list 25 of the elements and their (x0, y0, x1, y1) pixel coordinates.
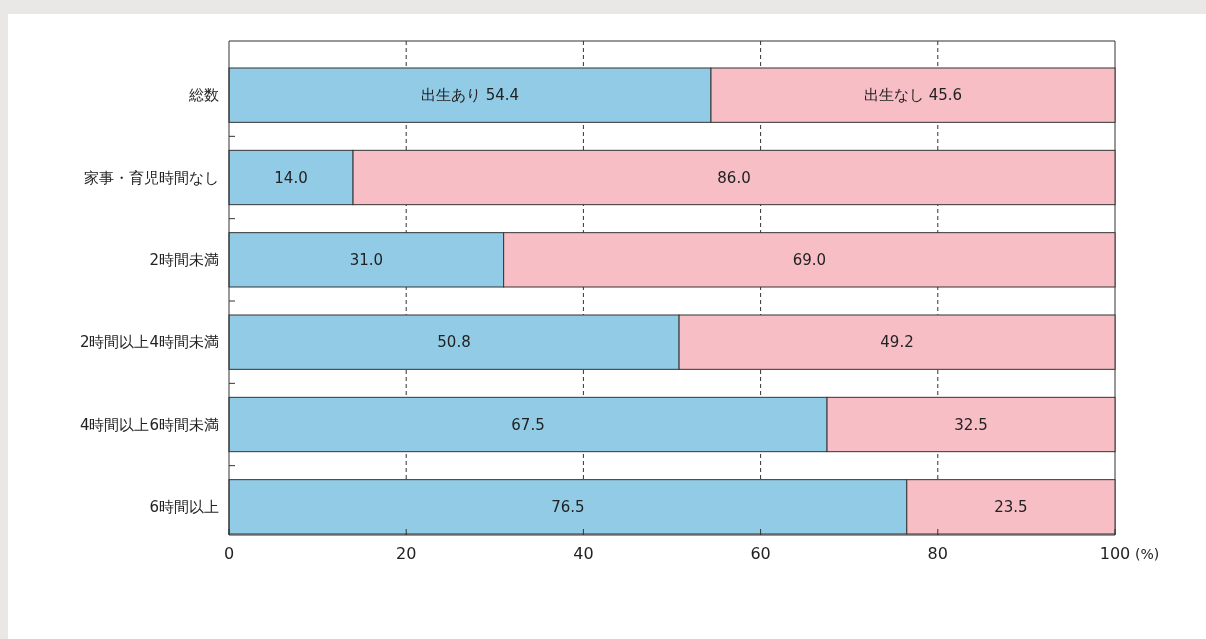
y-tick-label: 家事・育児時間なし (84, 168, 219, 187)
data-label: 86.0 (717, 168, 751, 187)
x-axis-title: (%) (1135, 546, 1160, 562)
data-label: 23.5 (994, 498, 1028, 517)
data-label: 14.0 (274, 168, 308, 187)
x-tick-label: 20 (396, 544, 417, 563)
data-label: 50.8 (437, 333, 471, 352)
data-label: 32.5 (954, 415, 988, 434)
y-tick-label: 4時間以上6時間未満 (79, 415, 219, 434)
data-label: 67.5 (511, 415, 545, 434)
data-label: 31.0 (349, 251, 384, 270)
data-label: 49.2 (880, 333, 914, 352)
x-tick-label: 0 (223, 544, 235, 563)
x-tick-label: 100 (1099, 544, 1131, 563)
x-tick-label: 40 (573, 544, 594, 563)
y-tick-label: 2時間未満 (149, 251, 219, 270)
text: 出生なし 45.6 (863, 86, 963, 105)
text: 出生あり 54.4 (420, 86, 520, 105)
x-tick-label: 80 (927, 544, 948, 563)
y-tick-label: 総数 (188, 86, 219, 105)
y-tick-label: 2時間以上4時間未満 (79, 333, 219, 352)
x-tick-label: 60 (750, 544, 771, 563)
y-tick-label: 6時間以上 (149, 498, 219, 517)
data-label: 69.0 (792, 251, 827, 270)
data-label: 76.5 (551, 498, 585, 517)
